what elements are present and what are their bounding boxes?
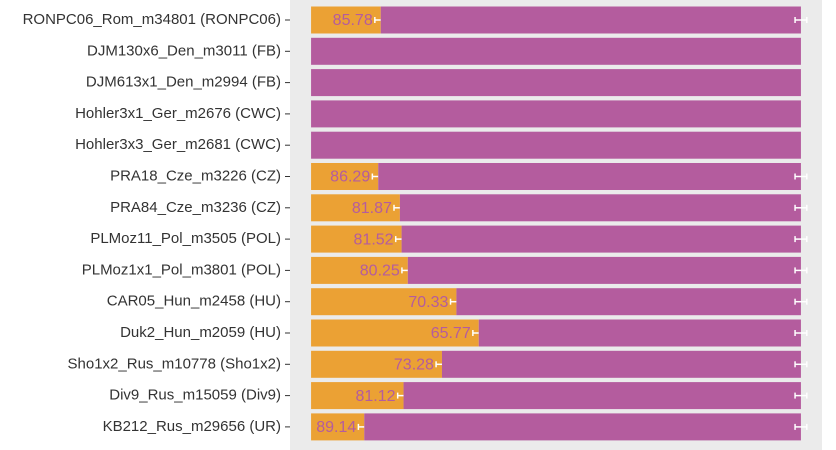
y-tick-label: CAR05_Hun_m2458 (HU) (107, 293, 281, 310)
y-tick-label: RONPC06_Rom_m34801 (RONPC06) (23, 11, 281, 28)
error-bar (794, 204, 808, 211)
error-bar (794, 423, 808, 430)
y-tick-label: PLMoz1x1_Pol_m3801 (POL) (82, 261, 281, 278)
bar-segment (311, 37, 801, 65)
bar-segment (407, 256, 801, 284)
bar-segment (311, 100, 801, 128)
y-tick-label: PLMoz11_Pol_m3505 (POL) (90, 230, 281, 247)
data-label: 81.52 (354, 231, 394, 248)
bar-segment (478, 319, 801, 347)
bar-segment (311, 350, 442, 378)
bar-segment (364, 413, 801, 441)
data-label: 65.77 (431, 325, 471, 342)
y-tick-label: Sho1x2_Rus_m10778 (Sho1x2) (68, 355, 281, 372)
data-label: 81.87 (352, 200, 392, 217)
error-bar (794, 267, 808, 274)
bar-segment (311, 256, 408, 284)
bar-segment (311, 413, 365, 441)
y-tick-label: KB212_Rus_m29656 (UR) (103, 418, 281, 435)
error-bar (794, 17, 808, 23)
bar-segment (311, 382, 404, 410)
data-label: 81.12 (356, 388, 396, 405)
y-tick-label: Div9_Rus_m15059 (Div9) (109, 387, 281, 404)
bar-segment (311, 131, 801, 159)
y-tick-label: DJM130x6_Den_m3011 (FB) (87, 42, 281, 59)
bar-segment (401, 225, 801, 253)
error-bar (794, 236, 808, 243)
error-bar (794, 298, 808, 305)
y-tick-label: Duk2_Hun_m2059 (HU) (120, 324, 281, 341)
error-bar (794, 392, 808, 399)
error-bar (794, 173, 808, 180)
bar-segment (311, 288, 457, 316)
bar-segment (311, 6, 381, 34)
error-bar (794, 330, 808, 336)
y-tick-label: PRA84_Cze_m3236 (CZ) (110, 199, 281, 216)
bar-segment (311, 163, 379, 190)
data-label: 73.28 (394, 357, 434, 374)
error-bar (794, 361, 808, 368)
bar-segment (456, 288, 801, 316)
bar-segment (311, 194, 400, 222)
y-tick-label: Hohler3x1_Ger_m2676 (CWC) (75, 105, 281, 122)
y-tick-label: PRA18_Cze_m3226 (CZ) (110, 167, 281, 184)
data-label: 80.25 (360, 263, 400, 280)
bar-segment (399, 194, 801, 222)
y-tick-label: DJM613x1_Den_m2994 (FB) (86, 74, 281, 91)
data-label: 86.29 (330, 169, 370, 186)
data-label: 70.33 (408, 294, 448, 311)
y-tick-label: Hohler3x3_Ger_m2681 (CWC) (75, 136, 281, 153)
bar-segment (403, 382, 801, 410)
data-label: 89.14 (316, 419, 356, 436)
bar-segment (441, 350, 801, 378)
bar-segment (380, 6, 801, 34)
bar-segment (311, 319, 479, 347)
bar-segment (311, 225, 402, 253)
bar-segment (378, 163, 801, 190)
bar-segment (311, 69, 801, 97)
data-label: 85.78 (333, 12, 373, 29)
